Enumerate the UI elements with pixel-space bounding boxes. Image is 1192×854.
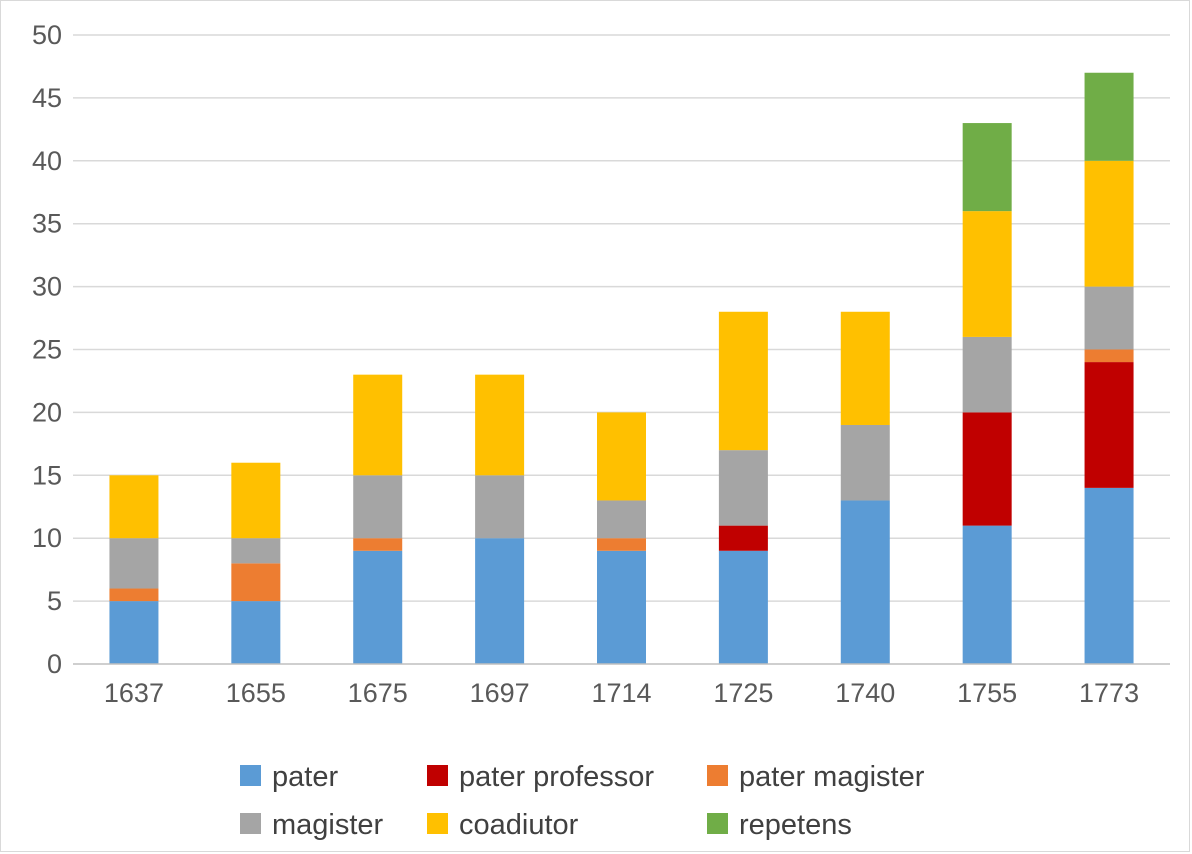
bar-segment-coadiutor — [962, 211, 1012, 337]
legend-label: repetens — [739, 809, 852, 841]
legend-label: pater magister — [739, 761, 925, 793]
legend-item-coadiutor: coadiutor — [427, 809, 579, 841]
bar-segment-pater — [1084, 487, 1134, 664]
y-tick-label: 50 — [32, 20, 62, 50]
bar-segment-pater — [109, 601, 159, 664]
legend-label: pater — [272, 761, 338, 793]
bar-segment-pater-magister — [231, 563, 281, 602]
y-tick-label: 40 — [32, 146, 62, 176]
bar-segment-pater-magister — [353, 538, 403, 551]
bar-segment-coadiutor — [353, 374, 403, 476]
bar-segment-magister — [475, 475, 525, 539]
x-axis-tick-labels: 1637 1655 1675 1697 1714 1725 1740 1755 1773 — [104, 678, 1139, 708]
x-tick-label: 1725 — [713, 678, 773, 708]
y-tick-label: 30 — [32, 272, 62, 302]
legend-item-pater-professor: pater professor — [427, 761, 654, 793]
legend-swatch — [427, 813, 448, 834]
bar-segment-repetens — [962, 123, 1012, 212]
x-tick-label: 1655 — [226, 678, 286, 708]
bar-segment-pater-magister — [1084, 349, 1134, 363]
y-tick-label: 5 — [47, 586, 62, 616]
y-axis-tick-labels: 0 5 10 15 20 25 30 35 40 45 50 — [32, 20, 62, 679]
bar-segment-pater — [840, 500, 890, 664]
bar-segment-pater-professor — [1084, 362, 1134, 488]
legend-item-pater-magister: pater magister — [707, 761, 925, 793]
bar-segment-magister — [962, 336, 1012, 413]
bar-segment-magister — [109, 538, 159, 589]
bar-segment-repetens — [1084, 72, 1134, 161]
bar-segment-coadiutor — [840, 311, 890, 425]
bar-segment-pater-magister — [597, 538, 646, 551]
bar-segment-magister — [1084, 286, 1134, 350]
legend-item-repetens: repetens — [707, 809, 852, 841]
bar-segment-pater — [718, 550, 768, 664]
bar-segment-coadiutor — [718, 311, 768, 451]
y-tick-label: 15 — [32, 460, 62, 490]
bar-segment-magister — [840, 424, 890, 501]
bar-segment-coadiutor — [475, 374, 525, 476]
bar-segment-pater-professor — [962, 412, 1012, 526]
x-tick-label: 1714 — [591, 678, 651, 708]
bar-segment-coadiutor — [231, 462, 281, 539]
y-tick-label: 45 — [32, 83, 62, 113]
legend-swatch — [427, 765, 448, 786]
x-tick-label: 1755 — [957, 678, 1017, 708]
bar-segment-pater — [475, 538, 525, 664]
legend: pater pater professor pater magister magist… — [240, 761, 925, 841]
x-tick-label: 1637 — [104, 678, 164, 708]
bar-segment-pater-magister — [109, 588, 159, 602]
x-tick-label: 1697 — [470, 678, 530, 708]
bar-segment-pater-professor — [718, 525, 768, 551]
legend-label: pater professor — [459, 761, 654, 793]
bar-segment-pater — [962, 525, 1012, 664]
bar-segment-pater — [597, 550, 646, 664]
bar-segment-coadiutor — [1084, 160, 1134, 287]
legend-label: coadiutor — [459, 809, 579, 841]
bar-segment-coadiutor — [109, 475, 159, 539]
bar-segment-magister — [597, 500, 646, 539]
bars — [109, 72, 1134, 664]
bar-segment-pater — [231, 601, 281, 664]
legend-label: magister — [272, 809, 384, 841]
bar-segment-magister — [353, 475, 403, 539]
legend-swatch — [240, 765, 261, 786]
y-tick-label: 20 — [32, 397, 62, 427]
legend-swatch — [240, 813, 261, 834]
bar-segment-pater — [353, 550, 403, 664]
y-tick-label: 25 — [32, 335, 62, 365]
x-tick-label: 1773 — [1079, 678, 1139, 708]
bar-segment-magister — [231, 538, 281, 564]
x-tick-label: 1675 — [348, 678, 408, 708]
legend-swatch — [707, 765, 728, 786]
y-tick-label: 0 — [47, 649, 62, 679]
legend-swatch — [707, 813, 728, 834]
y-tick-label: 10 — [32, 523, 62, 553]
legend-item-pater: pater — [240, 761, 338, 793]
legend-item-magister: magister — [240, 809, 384, 841]
x-tick-label: 1740 — [835, 678, 895, 708]
bar-segment-magister — [718, 450, 768, 526]
bar-segment-coadiutor — [597, 412, 646, 501]
y-tick-label: 35 — [32, 209, 62, 239]
